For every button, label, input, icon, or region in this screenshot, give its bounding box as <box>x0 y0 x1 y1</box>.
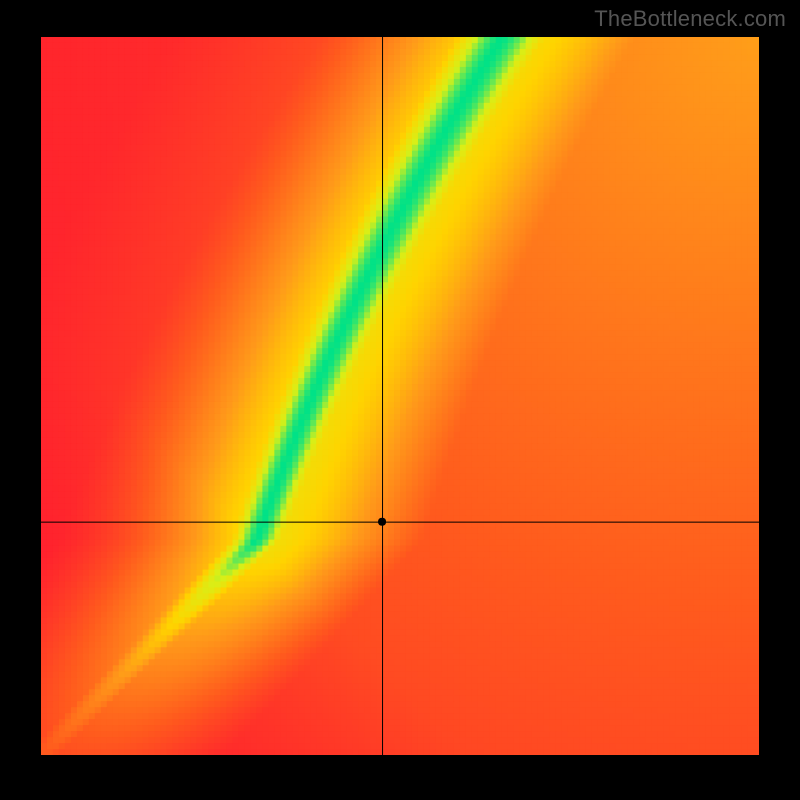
chart-root: TheBottleneck.com <box>0 0 800 800</box>
plot-area <box>41 37 759 755</box>
heatmap-canvas <box>41 37 759 755</box>
watermark-text: TheBottleneck.com <box>594 6 786 32</box>
